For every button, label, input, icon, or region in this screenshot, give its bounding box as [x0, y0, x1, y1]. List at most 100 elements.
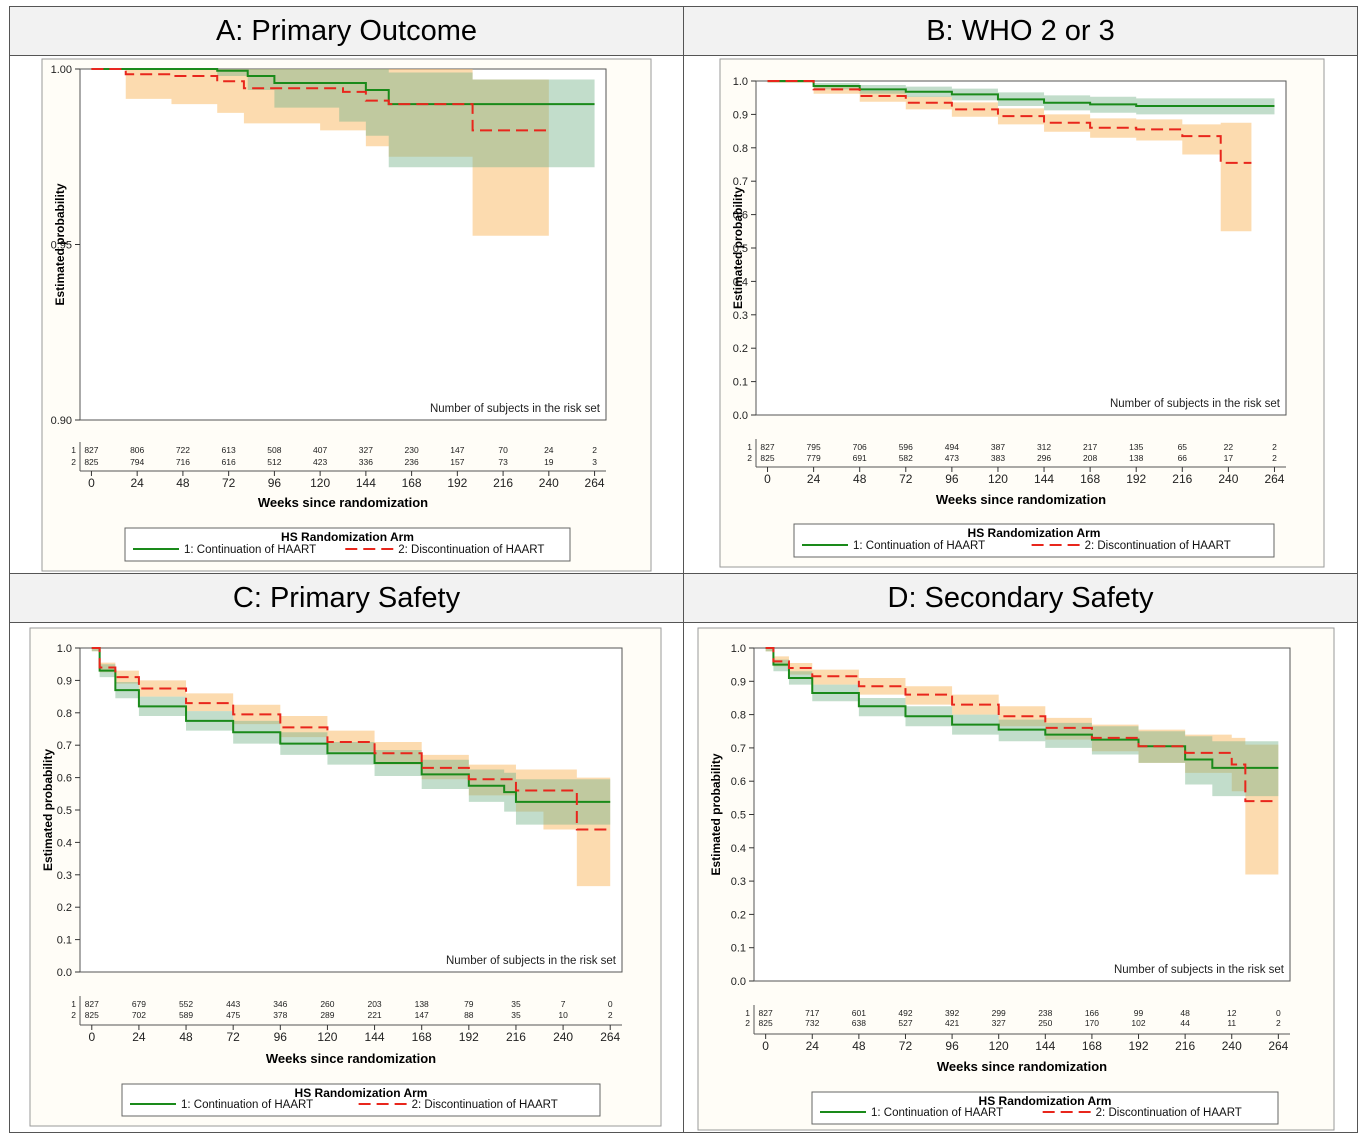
- y-tick-label: 0.2: [57, 902, 72, 914]
- risk-count: 135: [1129, 442, 1143, 452]
- y-axis-label: Estimated probability: [41, 749, 55, 871]
- risk-count: 221: [367, 1010, 381, 1020]
- y-tick-label: 0.8: [733, 143, 748, 155]
- x-tick-label: 120: [317, 1030, 337, 1044]
- x-tick-label: 24: [806, 1039, 820, 1053]
- risk-count: 508: [267, 445, 281, 455]
- panel-title: B: WHO 2 or 3: [684, 7, 1357, 56]
- risk-count: 825: [84, 457, 98, 467]
- risk-count: 327: [992, 1018, 1006, 1028]
- risk-count: 613: [222, 445, 236, 455]
- x-tick-label: 72: [899, 472, 913, 486]
- legend-box: [811, 1091, 1279, 1125]
- risk-count: 492: [898, 1008, 912, 1018]
- risk-count: 527: [898, 1018, 912, 1028]
- y-tick-label: 0.7: [57, 740, 72, 752]
- x-tick-label: 264: [1264, 472, 1284, 486]
- panel-c: C: Primary Safety 1.0 0.9 0.8 0.7 0.6 0.5 0.4 0…: [10, 574, 683, 1132]
- risk-row-label: 1: [71, 999, 76, 1009]
- confidence-band-2: [91, 69, 549, 236]
- survival-curve-1: [91, 68, 595, 106]
- legend-box: [121, 1083, 601, 1117]
- risk-count: 779: [807, 453, 821, 463]
- risk-count: 138: [1129, 453, 1143, 463]
- y-tick-label: 0.3: [733, 310, 748, 322]
- risk-count: 138: [415, 999, 429, 1009]
- confidence-band-2: [765, 648, 1279, 875]
- risk-count: 722: [176, 445, 190, 455]
- risk-count: 35: [511, 1010, 521, 1020]
- y-tick-label: 0.7: [733, 176, 748, 188]
- y-tick-label: 0.4: [57, 837, 72, 849]
- risk-count: 638: [852, 1018, 866, 1028]
- risk-count: 48: [1180, 1008, 1190, 1018]
- x-tick-label: 192: [447, 476, 467, 490]
- risk-count: 383: [991, 453, 1005, 463]
- y-tick-label: 0.5: [57, 805, 72, 817]
- risk-count: 596: [899, 442, 913, 452]
- risk-count: 589: [179, 1010, 193, 1020]
- legend-title: HS Randomization Arm: [295, 1086, 428, 1100]
- x-tick-label: 168: [412, 1030, 432, 1044]
- risk-count: 601: [852, 1008, 866, 1018]
- y-tick-label: 0.0: [57, 967, 72, 979]
- risk-count: 475: [226, 1010, 240, 1020]
- risk-count: 716: [176, 457, 190, 467]
- legend-label-1: 1: Continuation of HAART: [853, 540, 985, 552]
- legend-label-2: 2: Discontinuation of HAART: [1085, 540, 1231, 552]
- risk-count: 691: [853, 453, 867, 463]
- x-axis-label: Weeks since randomization: [937, 1059, 1107, 1074]
- x-tick-label: 24: [807, 472, 821, 486]
- risk-count: 679: [132, 999, 146, 1009]
- risk-row-label: 2: [71, 1010, 76, 1020]
- survival-curve-2: [765, 647, 1279, 803]
- risk-count: 230: [405, 445, 419, 455]
- y-tick-label: 0.5: [733, 243, 748, 255]
- legend-label-1: 1: Continuation of HAART: [871, 1107, 1003, 1119]
- x-tick-label: 24: [130, 476, 144, 490]
- risk-count: 203: [367, 999, 381, 1009]
- risk-count: 827: [84, 445, 98, 455]
- confidence-band-2: [767, 81, 1252, 232]
- x-tick-label: 120: [989, 1039, 1009, 1053]
- panel-title: A: Primary Outcome: [10, 7, 683, 56]
- risk-count: 208: [1083, 453, 1097, 463]
- y-tick-label: 0.3: [57, 870, 72, 882]
- panel-title: D: Secondary Safety: [684, 574, 1357, 623]
- y-tick-label: 0.2: [731, 909, 746, 921]
- legend-box: [793, 523, 1275, 558]
- risk-count: 552: [179, 999, 193, 1009]
- risk-count: 24: [544, 445, 554, 455]
- risk-count: 250: [1038, 1018, 1052, 1028]
- survival-curve-2: [767, 80, 1252, 164]
- risk-count: 0: [1276, 1008, 1281, 1018]
- x-tick-label: 264: [600, 1030, 620, 1044]
- chart-panel-c: 1.0 0.9 0.8 0.7 0.6 0.5 0.4 0.3 0.2 0.1 0.0 Estimat…: [29, 627, 662, 1127]
- risk-count: 732: [805, 1018, 819, 1028]
- x-tick-label: 0: [764, 472, 771, 486]
- survival-curve-2: [91, 647, 611, 831]
- y-tick-label: 0.2: [733, 343, 748, 355]
- x-tick-label: 144: [1035, 1039, 1055, 1053]
- y-axis-label: Estimated probability: [709, 753, 723, 875]
- risk-count: 827: [760, 442, 774, 452]
- y-tick-label: 0.9: [731, 676, 746, 688]
- x-tick-label: 48: [853, 472, 867, 486]
- x-tick-label: 144: [356, 476, 376, 490]
- panel-a: A: Primary Outcome 1.00 0.95 0.90 Estimated…: [10, 7, 683, 573]
- x-axis-label: Weeks since randomization: [266, 1051, 436, 1066]
- risk-row-label: 2: [747, 453, 752, 463]
- risk-count: 22: [1224, 442, 1234, 452]
- x-axis-label: Weeks since randomization: [936, 492, 1106, 507]
- confidence-band-1: [765, 648, 1279, 797]
- x-tick-label: 192: [1129, 1039, 1149, 1053]
- y-tick-label: 0.4: [733, 276, 748, 288]
- risk-count: 157: [450, 457, 464, 467]
- x-tick-label: 48: [176, 476, 190, 490]
- risk-count: 2: [1272, 453, 1277, 463]
- risk-count: 12: [1227, 1008, 1237, 1018]
- figure-grid: A: Primary Outcome 1.00 0.95 0.90 Estimated…: [9, 6, 1358, 1133]
- x-tick-label: 216: [493, 476, 513, 490]
- risk-count: 289: [320, 1010, 334, 1020]
- risk-count: 827: [759, 1008, 773, 1018]
